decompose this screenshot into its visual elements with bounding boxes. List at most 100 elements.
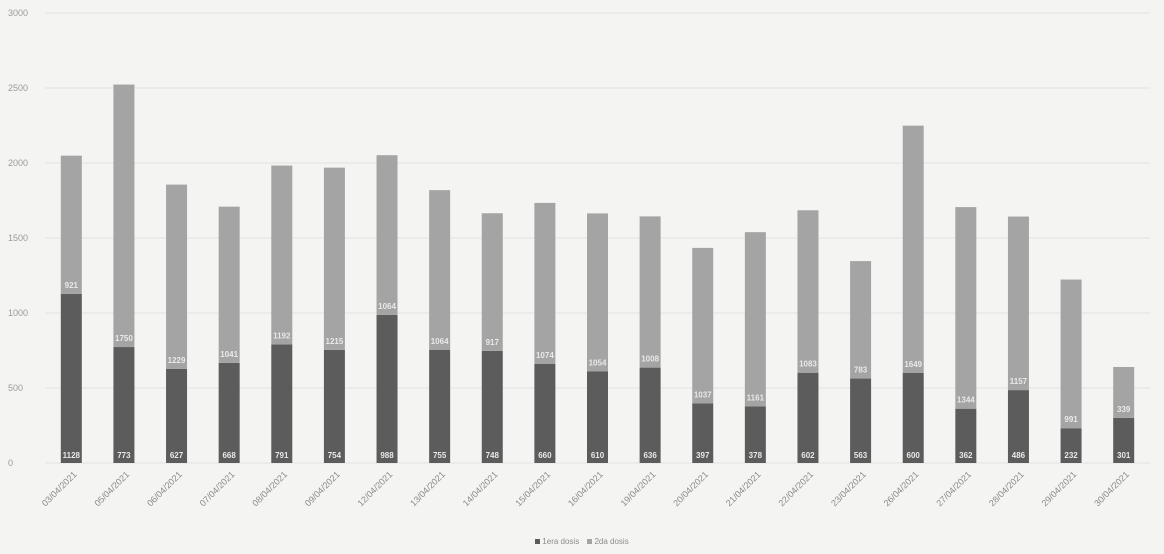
bars-layer (60, 84, 1135, 463)
x-tick-label: 23/04/2021 (829, 469, 868, 508)
bar-segment-2da-dosis (481, 213, 503, 351)
bar-segment-1era-dosis (639, 367, 661, 463)
legend-swatch-series-2 (587, 539, 593, 545)
data-label-1era-dosis: 988 (380, 451, 394, 460)
y-tick-label: 3000 (8, 8, 28, 18)
x-tick-label: 19/04/2021 (619, 469, 658, 508)
bar-segment-1era-dosis (323, 349, 345, 463)
bar-segment-2da-dosis (1007, 216, 1029, 391)
data-label-1era-dosis: 563 (854, 451, 868, 460)
data-label-1era-dosis: 668 (222, 451, 236, 460)
bar-segment-1era-dosis (166, 368, 188, 463)
data-label-1era-dosis: 610 (591, 451, 605, 460)
x-tick-label: 22/04/2021 (776, 469, 815, 508)
x-tick-label: 08/04/2021 (250, 469, 289, 508)
data-label-1era-dosis: 602 (801, 451, 815, 460)
y-tick-label: 0 (8, 458, 13, 468)
bar-segment-2da-dosis (902, 125, 924, 374)
data-label-1era-dosis: 748 (486, 451, 500, 460)
x-tick-label: 13/04/2021 (408, 469, 447, 508)
bar-segment-1era-dosis (271, 344, 293, 463)
bar-segment-1era-dosis (850, 378, 872, 463)
bar-segment-2da-dosis (639, 216, 661, 368)
bar-segment-2da-dosis (166, 184, 188, 369)
bar-segment-2da-dosis (744, 232, 766, 407)
bar-segment-1era-dosis (587, 371, 608, 463)
bar-segment-2da-dosis (1113, 367, 1135, 418)
bar-segment-2da-dosis (271, 165, 293, 345)
bar-segment-1era-dosis (1007, 390, 1029, 463)
bar-segment-1era-dosis (429, 349, 451, 463)
bar-segment-2da-dosis (323, 167, 345, 350)
legend-item-series-2: 2da dosis (587, 537, 629, 546)
data-labels-layer: 1128 921 773 1750 627 1229 668 1041 791 1192 754 12… (63, 281, 1131, 460)
data-label-2da-dosis: 1008 (641, 355, 659, 364)
data-label-1era-dosis: 378 (749, 451, 763, 460)
data-label-2da-dosis: 1041 (220, 350, 238, 359)
bar-segment-2da-dosis (1060, 279, 1082, 429)
x-tick-label: 15/04/2021 (513, 469, 552, 508)
data-label-2da-dosis: 1054 (589, 359, 607, 368)
bar-segment-1era-dosis (1113, 417, 1135, 463)
y-tick-label: 2500 (8, 83, 28, 93)
bar-segment-1era-dosis (955, 408, 977, 463)
data-label-1era-dosis: 791 (275, 451, 289, 460)
x-tick-label: 12/04/2021 (356, 469, 395, 508)
x-tick-label: 29/04/2021 (1040, 469, 1079, 508)
x-tick-label: 20/04/2021 (671, 469, 710, 508)
data-label-2da-dosis: 1229 (168, 356, 186, 365)
data-label-2da-dosis: 917 (486, 338, 500, 347)
x-tick-label: 06/04/2021 (145, 469, 184, 508)
y-tick-label: 500 (8, 383, 23, 393)
data-label-2da-dosis: 991 (1064, 415, 1078, 424)
x-tick-label: 03/04/2021 (40, 469, 79, 508)
bar-segment-1era-dosis (1060, 428, 1082, 463)
bar-segment-2da-dosis (587, 213, 608, 372)
data-label-1era-dosis: 660 (538, 451, 552, 460)
bar-segment-1era-dosis (797, 372, 819, 463)
data-label-1era-dosis: 600 (907, 451, 921, 460)
data-label-2da-dosis: 1083 (799, 360, 817, 369)
data-label-1era-dosis: 301 (1117, 451, 1131, 460)
data-label-2da-dosis: 1750 (115, 334, 133, 343)
bar-segment-2da-dosis (60, 155, 82, 294)
legend-label-series-1: 1era dosis (542, 537, 580, 546)
bar-segment-1era-dosis (744, 406, 766, 463)
data-label-2da-dosis: 783 (854, 366, 868, 375)
bar-segment-1era-dosis (113, 347, 135, 463)
legend: 1era dosis 2da dosis (0, 537, 1164, 546)
y-tick-label: 1500 (8, 233, 28, 243)
bar-segment-2da-dosis (797, 210, 819, 373)
bar-segment-2da-dosis (850, 261, 872, 379)
bar-segment-1era-dosis (692, 403, 714, 463)
y-tick-label: 2000 (8, 158, 28, 168)
legend-label-series-2: 2da dosis (594, 537, 629, 546)
data-label-2da-dosis: 1037 (694, 390, 712, 399)
data-label-1era-dosis: 773 (117, 451, 131, 460)
data-label-2da-dosis: 1344 (957, 396, 975, 405)
x-axis-ticks: 03/04/2021 05/04/2021 06/04/2021 07/04/2021… (40, 469, 1131, 508)
data-label-2da-dosis: 921 (65, 281, 79, 290)
data-label-2da-dosis: 1064 (378, 302, 396, 311)
bar-segment-1era-dosis (376, 314, 398, 463)
data-label-2da-dosis: 1074 (536, 351, 554, 360)
bar-segment-2da-dosis (692, 247, 714, 404)
data-label-2da-dosis: 1157 (1010, 377, 1028, 386)
x-tick-label: 05/04/2021 (92, 469, 131, 508)
data-label-1era-dosis: 486 (1012, 451, 1026, 460)
bar-segment-1era-dosis (218, 362, 240, 463)
x-tick-label: 16/04/2021 (566, 469, 605, 508)
legend-swatch-series-1 (535, 539, 541, 545)
data-label-1era-dosis: 627 (170, 451, 184, 460)
bar-segment-1era-dosis (534, 364, 556, 463)
data-label-1era-dosis: 362 (959, 451, 973, 460)
data-label-1era-dosis: 754 (328, 451, 342, 460)
x-tick-label: 09/04/2021 (303, 469, 342, 508)
bar-segment-2da-dosis (218, 206, 240, 363)
bar-segment-2da-dosis (376, 155, 398, 315)
bar-segment-2da-dosis (429, 190, 451, 350)
data-label-1era-dosis: 232 (1064, 451, 1078, 460)
stacked-bar-chart: 0 500 1000 1500 2000 2500 3000 1128 921 773 1750 6… (8, 8, 1150, 508)
x-tick-label: 30/04/2021 (1092, 469, 1131, 508)
